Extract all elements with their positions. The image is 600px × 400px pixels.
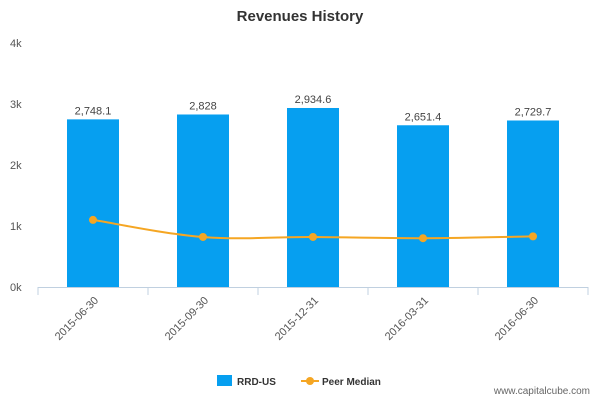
y-tick-label: 4k [10,38,22,50]
y-tick-label: 3k [10,99,22,111]
peer-median-point [529,232,537,241]
peer-median-point [419,234,427,243]
bar [177,114,229,287]
y-tick-label: 2k [10,160,22,172]
legend-label-peer-median: Peer Median [322,377,381,388]
x-axis: 2015-06-30 2015-09-30 2015-12-31 2016-03-31… [37,287,589,343]
legend-marker-peer-median [306,377,314,385]
peer-median-point [309,232,317,241]
bar [397,125,449,287]
bar-data-label: 2,651.4 [405,111,442,123]
bar-data-label: 2,748.1 [75,105,112,117]
y-tick-label: 1k [10,221,22,233]
y-tick-label: 0k [10,282,22,294]
peer-median-series [89,215,537,243]
peer-median-point [89,215,97,224]
bar [67,119,119,287]
legend: RRD-US Peer Median [217,375,381,388]
x-tick-label: 2015-06-30 [53,295,101,343]
x-tick-label: 2015-09-30 [163,295,211,343]
x-tick-label: 2016-06-30 [493,295,541,343]
bar [287,107,339,287]
bar-data-label: 2,934.6 [295,94,332,106]
y-axis: 0k 1k 2k 3k 4k [10,38,22,294]
bar-data-label: 2,828 [189,100,217,112]
bar-series [67,107,559,287]
chart-title: Revenues History [237,8,364,25]
bar-data-labels: 2,748.1 2,828 2,934.6 2,651.4 2,729.7 [75,94,552,123]
legend-label-rrd-us: RRD-US [237,377,276,388]
peer-median-point [199,232,207,241]
x-tick-label: 2015-12-31 [273,295,321,343]
watermark: www.capitalcube.com [493,386,590,397]
bar [507,120,559,287]
bar-data-label: 2,729.7 [515,106,552,118]
x-tick-label: 2016-03-31 [383,295,431,343]
legend-swatch-rrd-us [217,375,232,386]
